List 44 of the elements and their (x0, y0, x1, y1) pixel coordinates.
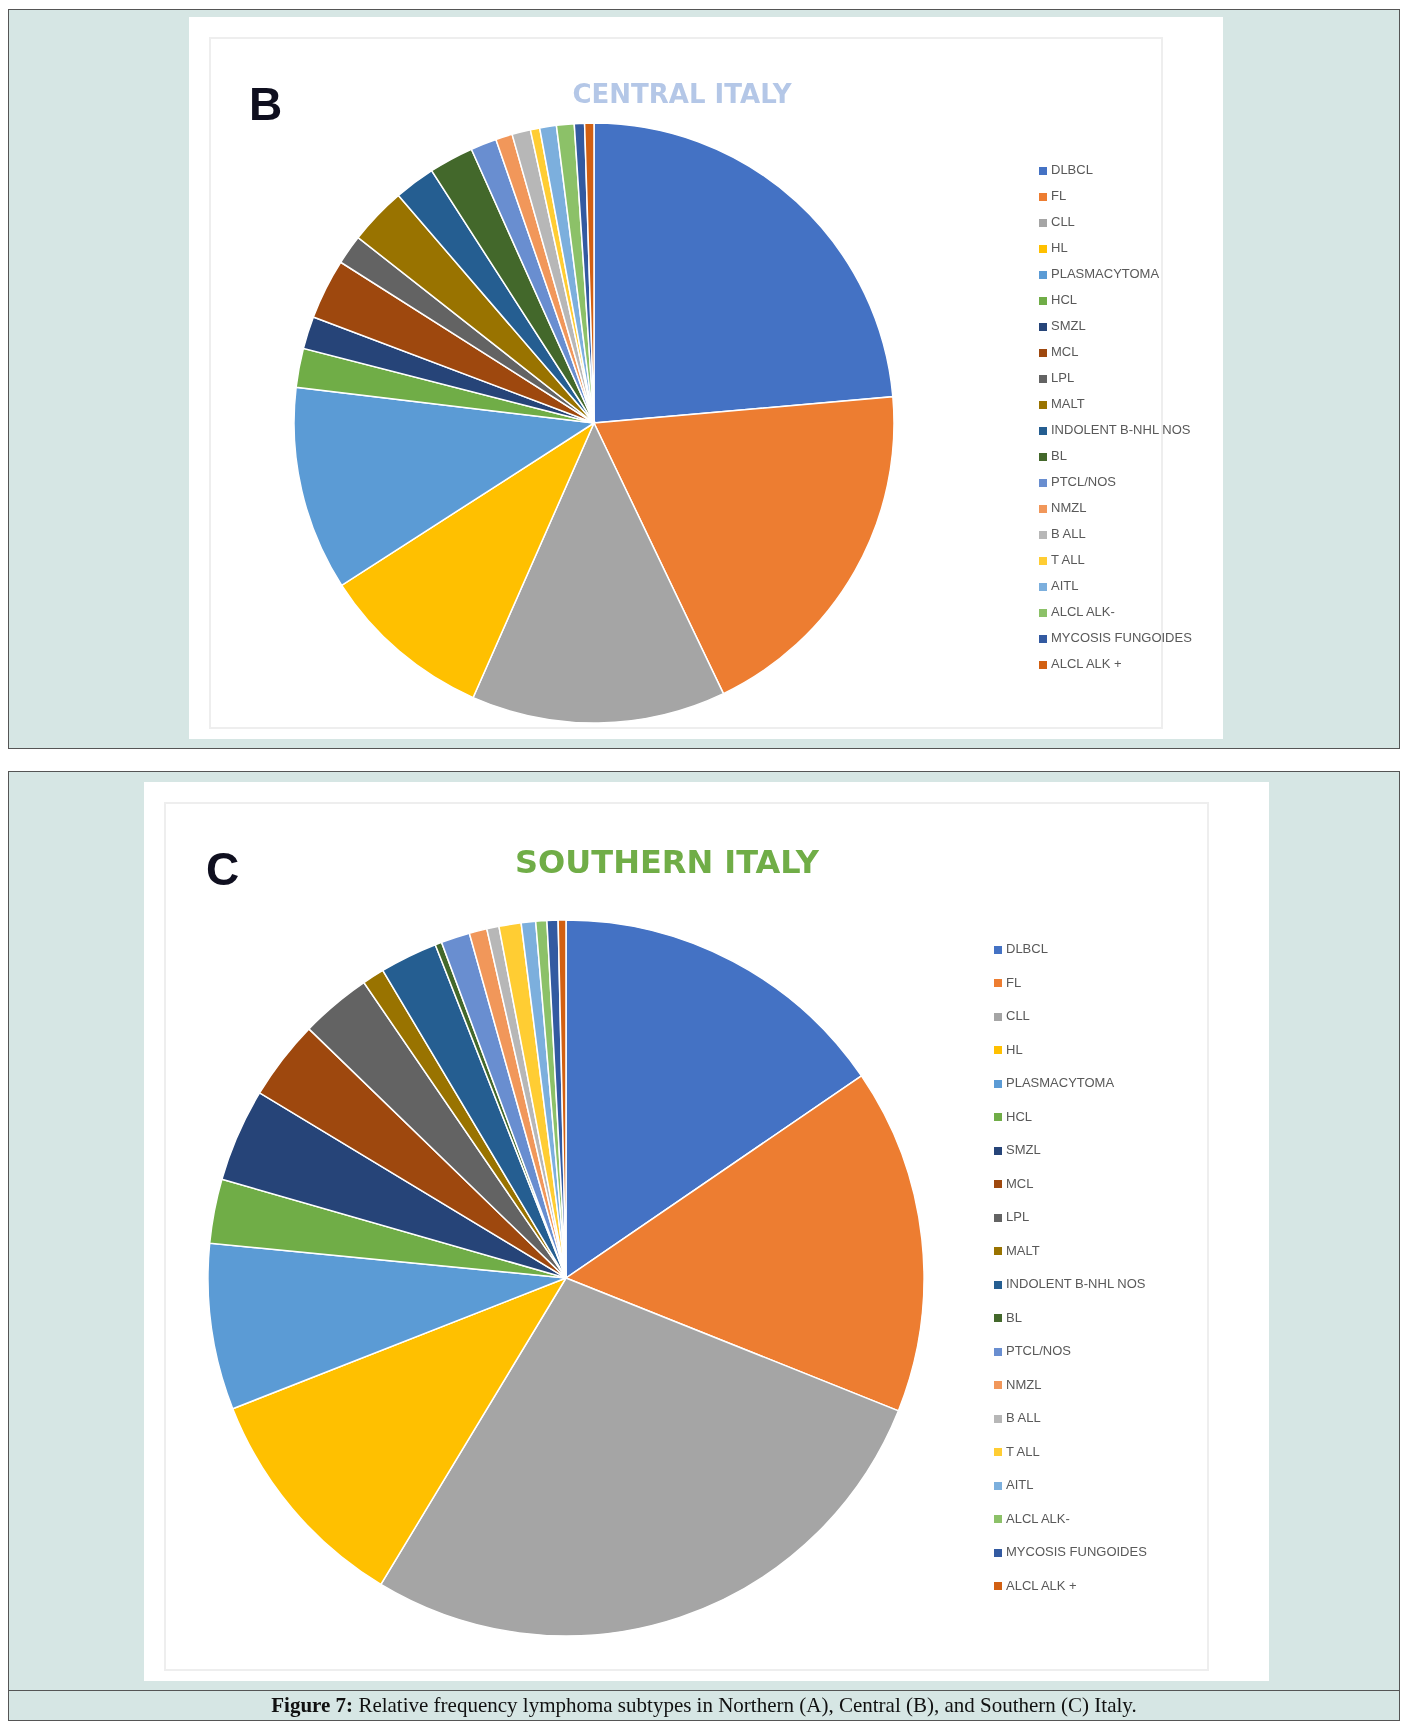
legend-label: B ALL (1006, 1410, 1041, 1425)
legend-label: DLBCL (1006, 941, 1048, 956)
text: B (249, 77, 283, 131)
chart-title: SOUTHERN ITALY (514, 842, 820, 881)
legend-label: MALT (1051, 396, 1085, 411)
legend-label: FL (1006, 974, 1022, 990)
legend-label: LPL (1051, 370, 1075, 385)
legend-label: MCL (1051, 344, 1079, 359)
legend-label: ALCL ALK + (1051, 656, 1122, 671)
legend-label: PLASMACYTOMA (1006, 1075, 1115, 1090)
legend-label: MYCOSIS FUNGOIDES (1006, 1544, 1147, 1559)
legend-label: PTCL/NOS (1051, 474, 1117, 489)
legend-label: PLASMACYTOMA (1051, 266, 1160, 281)
legend-label: FL (1051, 188, 1067, 203)
legend-label: HCL (1051, 292, 1078, 307)
legend-label: LPL (1006, 1209, 1030, 1224)
legend-label: ALCL ALK + (1006, 1577, 1077, 1593)
text: C (206, 842, 240, 896)
legend-label: NMZL (1006, 1376, 1042, 1392)
legend-label: SMZL (1051, 318, 1086, 333)
legend-label: MYCOSIS FUNGOIDES (1051, 630, 1192, 645)
legend-label: T ALL (1006, 1443, 1040, 1459)
legend-label: MALT (1006, 1242, 1040, 1258)
legend-label: HL (1051, 240, 1068, 255)
legend-label: MCL (1006, 1175, 1034, 1191)
legend-label: ALCL ALK- (1051, 604, 1115, 619)
legend-label: CLL (1006, 1008, 1030, 1023)
legend-label: BL (1051, 448, 1067, 463)
legend-label: AITL (1006, 1477, 1034, 1492)
legend-label: NMZL (1051, 500, 1087, 515)
legend-label: AITL (1051, 578, 1079, 593)
legend-label: BL (1006, 1309, 1022, 1325)
legend-label: SMZL (1006, 1142, 1041, 1157)
legend-label: HCL (1006, 1108, 1033, 1124)
legend-label: T ALL (1051, 552, 1085, 567)
legend-label: ALCL ALK- (1006, 1510, 1070, 1526)
legend-label: INDOLENT B-NHL NOS (1006, 1276, 1146, 1291)
legend-label: DLBCL (1051, 162, 1093, 177)
legend-label: B ALL (1051, 526, 1086, 541)
legend-label: INDOLENT B-NHL NOS (1051, 422, 1191, 437)
legend-label: HL (1006, 1041, 1023, 1057)
legend-label: CLL (1051, 214, 1075, 229)
chart-title: CENTRAL ITALY (571, 79, 793, 110)
legend-label: PTCL/NOS (1006, 1343, 1072, 1358)
